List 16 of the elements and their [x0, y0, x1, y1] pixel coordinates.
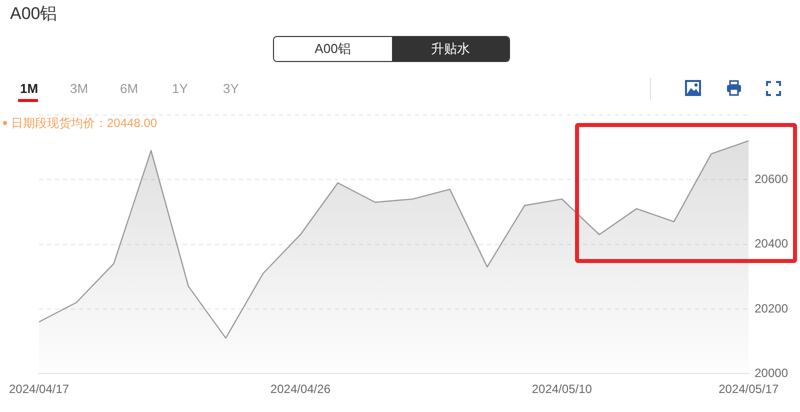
- x-tick-label: 2024/05/17: [718, 382, 779, 396]
- text: 1M: [20, 81, 38, 96]
- text: 1Y: [172, 81, 188, 96]
- text: 6M: [120, 81, 138, 96]
- y-tick-label: 20000: [754, 366, 788, 380]
- y-tick-label: 20600: [754, 172, 788, 186]
- x-tick-label: 2024/04/17: [9, 382, 70, 396]
- segment-button[interactable]: 升贴水: [392, 37, 509, 61]
- y-tick-label: 20200: [754, 301, 788, 316]
- chart-title: A00铝: [10, 4, 58, 23]
- annotation: 日期段现货均价：20448.00: [11, 116, 158, 130]
- text: 3Y: [223, 81, 239, 96]
- text: 3M: [70, 81, 88, 96]
- x-tick-label: 2024/05/10: [532, 382, 592, 396]
- x-tick-label: 2024/04/26: [270, 382, 331, 396]
- y-tick-label: 20400: [754, 236, 788, 251]
